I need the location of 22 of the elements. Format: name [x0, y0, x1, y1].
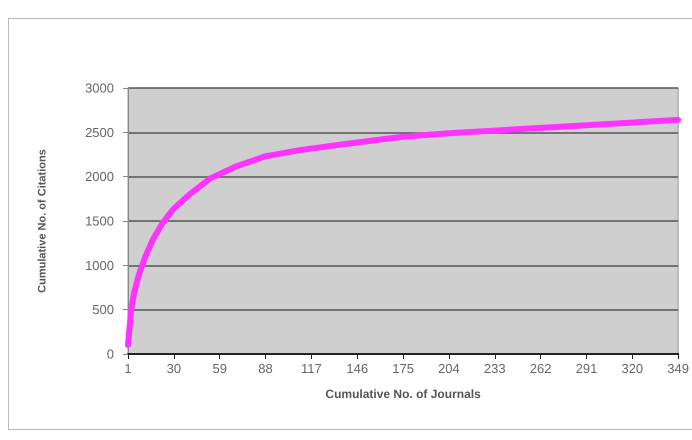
- x-axis-title: Cumulative No. of Journals: [325, 387, 482, 401]
- x-tick-label: 175: [392, 361, 414, 376]
- x-tick-label: 1: [124, 361, 132, 376]
- x-tick-label: 30: [166, 361, 182, 376]
- y-tick-label: 500: [92, 302, 114, 318]
- x-tick-label: 291: [576, 361, 598, 376]
- x-tick-label: 262: [530, 361, 552, 376]
- x-tick-label: 146: [346, 361, 368, 376]
- y-tick-label: 1000: [85, 258, 114, 273]
- y-tick-label: 2500: [85, 124, 114, 140]
- x-tick-label: 320: [621, 361, 644, 376]
- y-axis-title: Cumulative No. of Citations: [36, 149, 48, 293]
- y-tick-label: 0: [106, 346, 114, 362]
- x-tick-label: 88: [258, 361, 273, 376]
- x-tick-label: 59: [212, 361, 227, 376]
- y-tick-label: 2000: [85, 169, 114, 184]
- x-tick-label: 204: [438, 361, 460, 376]
- x-tick-label: 233: [484, 361, 506, 376]
- y-tick-label: 3000: [85, 80, 114, 96]
- x-tick-label: 117: [301, 361, 322, 376]
- x-tick-label: 349: [667, 361, 690, 376]
- y-tick-label: 1500: [85, 214, 114, 228]
